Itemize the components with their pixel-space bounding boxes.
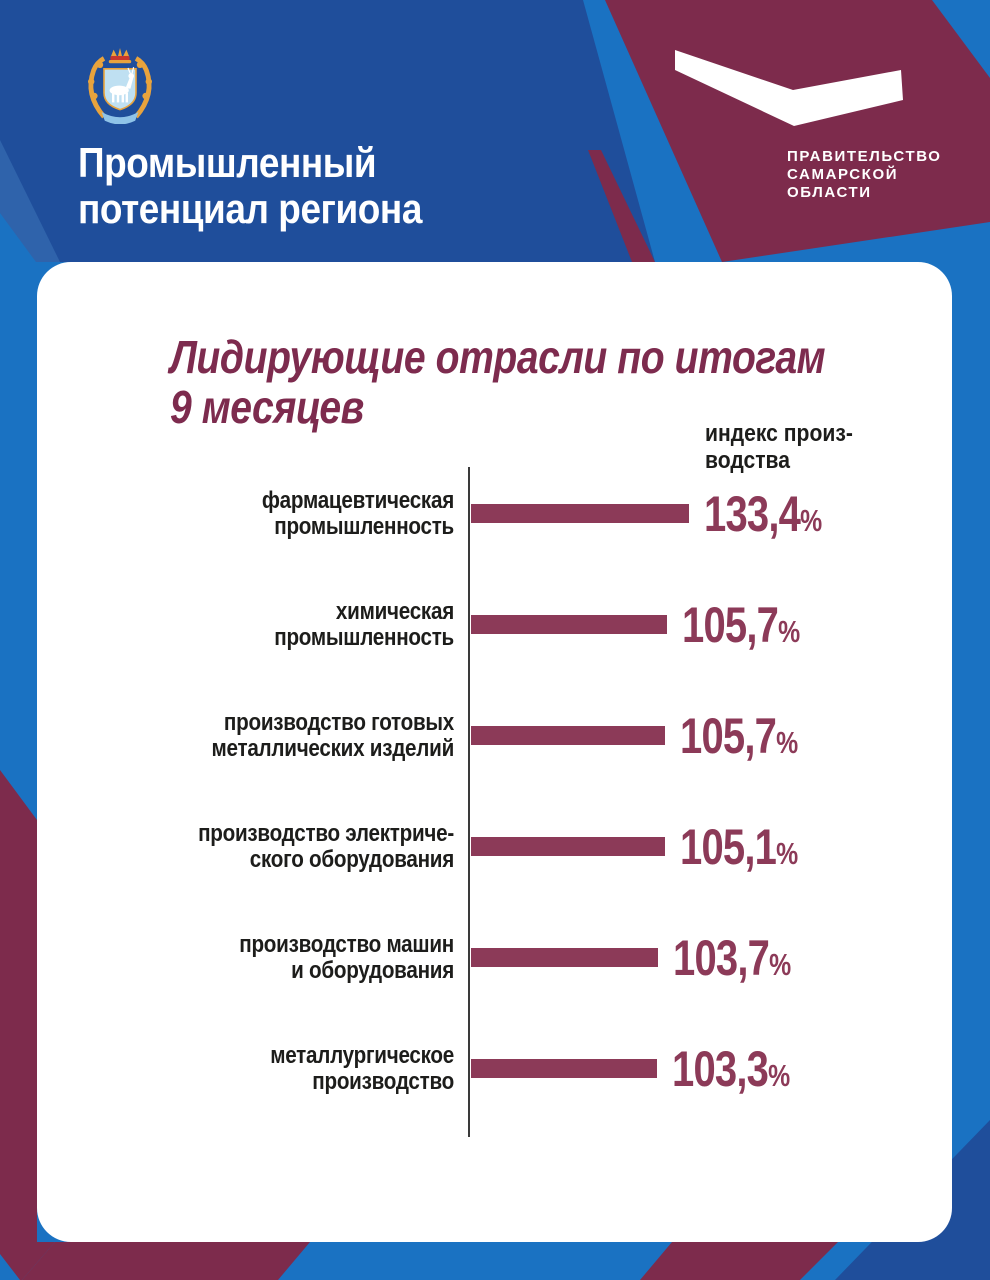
category-label-text: производство электриче-ского оборудовани…: [95, 819, 454, 873]
diagonal-stripe-thin-maroon: [588, 150, 655, 262]
chart-row: производство электриче-ского оборудовани…: [37, 791, 952, 902]
bottom-maroon-stripe-2: [640, 1242, 838, 1280]
bar-and-value: 105,7%: [471, 569, 829, 680]
text-line: ПРАВИТЕЛЬСТВО: [787, 148, 942, 165]
bar-and-value: 133,4%: [471, 458, 851, 569]
chart-row: металлургическое производство 103,3%: [37, 1013, 952, 1124]
gov-maroon-parallelogram: [605, 0, 990, 262]
text-line: Промышленный: [78, 139, 377, 186]
laurel-branch-left-icon: [88, 56, 106, 119]
text-line: производство машин: [239, 930, 454, 958]
laurel-branch-right-icon: [134, 56, 152, 119]
percent-sign: %: [778, 613, 800, 649]
text-line: САМАРСКОЙ: [787, 166, 899, 183]
text-line: Лидирующие отрасли по итогам: [170, 331, 826, 383]
value-label: 105,7%: [682, 596, 800, 653]
value-label: 133,4%: [704, 485, 822, 542]
category-label: фармацевтическая промышленность: [37, 486, 454, 540]
bar: [471, 1059, 657, 1078]
text-line: промышленность: [274, 623, 454, 651]
deer-icon: [109, 67, 135, 103]
header-accent-medium: [0, 140, 60, 262]
chart-row: производство машин и оборудования 103,7%: [37, 902, 952, 1013]
percent-sign: %: [776, 835, 798, 871]
percent-sign: %: [776, 724, 798, 760]
category-label-text: металлургическое производство: [95, 1041, 454, 1095]
bar: [471, 504, 689, 523]
chart-row: химическая промышленность 105,7%: [37, 569, 952, 680]
value-label: 105,7%: [680, 707, 798, 764]
text-line: производство готовых: [223, 708, 454, 736]
axis-line: [468, 467, 470, 1137]
bar-and-value: 105,7%: [471, 680, 827, 791]
bottom-maroon-stripe-1: [22, 1242, 310, 1280]
category-label: производство машин и оборудования: [37, 930, 454, 984]
category-label: производство готовых металлических издели…: [37, 708, 455, 762]
government-caption: ПРАВИТЕЛЬСТВО САМАРСКОЙ ОБЛАСТИ: [787, 148, 942, 202]
chart-row: фармацевтическая промышленность 133,4%: [37, 458, 952, 569]
bar-and-value: 103,3%: [471, 1013, 819, 1124]
samara-coat-of-arms: [88, 48, 152, 124]
category-label-text: химическая промышленность: [95, 597, 454, 651]
text-line: промышленность: [274, 512, 454, 540]
category-label: металлургическое производство: [37, 1041, 454, 1095]
category-label-text: производство машин и оборудования: [95, 930, 454, 984]
text-line: производство: [312, 1067, 454, 1095]
value-label: 105,1%: [680, 818, 798, 875]
content-card: Лидирующие отрасли по итогам 9 месяцев ин…: [37, 262, 952, 1242]
bar-and-value: 103,7%: [471, 902, 820, 1013]
header-accent-bright: [0, 213, 36, 262]
text-line: ского оборудования: [249, 845, 454, 873]
text-line: химическая: [335, 597, 454, 625]
left-maroon-band: [0, 770, 55, 1280]
percent-sign: %: [800, 502, 822, 538]
text-line: водства: [705, 447, 791, 474]
samara-government-logo-icon: [675, 50, 903, 126]
bar: [471, 948, 658, 967]
text-line: металлических изделий: [211, 734, 455, 762]
text-line: потенциал региона: [78, 185, 422, 232]
bar-and-value: 105,1%: [471, 791, 827, 902]
bottom-left-blue-corner: [0, 1254, 20, 1280]
header-navy-band: [0, 0, 655, 262]
text-line: металлургическое: [270, 1041, 454, 1069]
percent-sign: %: [768, 1057, 790, 1093]
crown-icon: [108, 48, 132, 64]
category-label: химическая промышленность: [37, 597, 454, 651]
bar: [471, 837, 665, 856]
text-line: и оборудования: [291, 956, 454, 984]
chart-row: производство готовых металлических издели…: [37, 680, 952, 791]
chart-title: Лидирующие отрасли по итогам 9 месяцев: [170, 331, 826, 433]
bar: [471, 726, 665, 745]
bar-chart: фармацевтическая промышленность 133,4% хими…: [37, 458, 952, 1124]
text-line: ОБЛАСТИ: [787, 184, 872, 201]
page-title: Промышленный потенциал региона: [78, 140, 422, 232]
text-line: производство электриче-: [198, 819, 454, 847]
value-axis-label: индекс произ-водства: [705, 420, 853, 474]
bar: [471, 615, 667, 634]
text-line: 9 месяцев: [170, 381, 364, 433]
ribbon-icon: [101, 112, 139, 124]
category-label-text: производство готовых металлических издели…: [95, 708, 455, 762]
percent-sign: %: [769, 946, 791, 982]
value-label: 103,7%: [673, 929, 791, 986]
text-line: фармацевтическая: [261, 486, 454, 514]
category-label-text: фармацевтическая промышленность: [95, 486, 454, 540]
value-label: 103,3%: [672, 1040, 790, 1097]
category-label: производство электриче-ского оборудовани…: [37, 819, 454, 873]
text-line: индекс произ-: [705, 420, 853, 447]
